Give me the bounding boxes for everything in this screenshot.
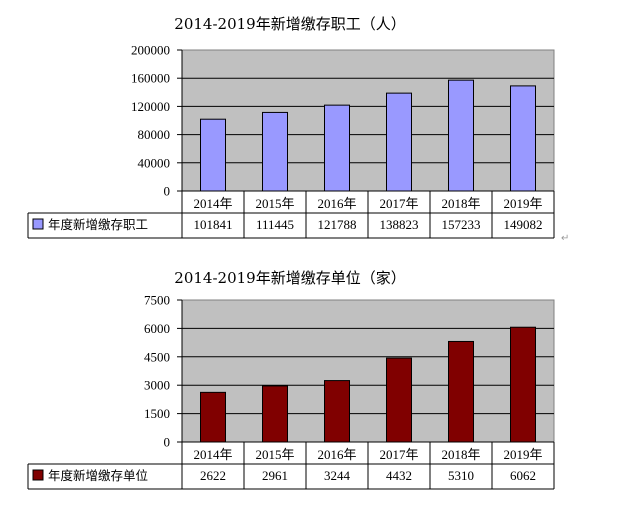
chart-1-y-tick-label: 200000 xyxy=(131,43,170,58)
chart-1-y-tick-label: 40000 xyxy=(138,155,171,170)
chart-1-bar-2014年 xyxy=(200,118,226,192)
chart-2-category-label: 2017年 xyxy=(379,447,418,462)
chart-1-category-label: 2015年 xyxy=(255,196,294,211)
chart-2-bar-2016年 xyxy=(324,380,350,443)
chart-1-y-tick-label: 160000 xyxy=(131,71,170,86)
chart-2-category-label: 2015年 xyxy=(255,447,294,462)
chart-2-title: 2014-2019年新增缴存单位（家） xyxy=(174,269,405,287)
chart-2-data-label: 5310 xyxy=(448,468,474,483)
chart-1-category-label: 2019年 xyxy=(503,196,542,211)
chart-1-data-label: 101841 xyxy=(194,217,233,232)
chart-1-bar-2017年 xyxy=(386,92,412,192)
chart-1-category-label: 2017年 xyxy=(379,196,418,211)
chart-1-data-label: 149082 xyxy=(504,217,543,232)
chart-2-category-label: 2018年 xyxy=(441,447,480,462)
chart-1-data-label: 121788 xyxy=(318,217,357,232)
paragraph-mark: ↵ xyxy=(561,233,569,244)
chart-2-data-label: 4432 xyxy=(386,468,412,483)
chart-1-legend-key xyxy=(32,218,44,230)
chart-1-bar-2018年 xyxy=(448,79,474,192)
chart-2-y-tick-label: 4500 xyxy=(144,349,170,364)
chart-2-data-label: 2622 xyxy=(200,468,226,483)
chart-2-y-tick-label: 6000 xyxy=(144,321,170,336)
chart-2-legend-key xyxy=(32,469,44,481)
chart-2-legend-label: 年度新增缴存单位 xyxy=(48,468,148,483)
chart-1-y-tick-label: 0 xyxy=(164,184,171,199)
chart-2-bar-2019年 xyxy=(510,326,536,443)
chart-1-bar-2015年 xyxy=(262,111,288,192)
chart-2-category-label: 2019年 xyxy=(503,447,542,462)
chart-2-y-tick-label: 7500 xyxy=(144,293,170,308)
chart-1-bar-2019年 xyxy=(510,85,536,192)
chart-1-legend-label: 年度新增缴存职工 xyxy=(48,217,148,232)
chart-2-y-tick-label: 1500 xyxy=(144,406,170,421)
chart-1-category-label: 2018年 xyxy=(441,196,480,211)
chart-1-y-tick-label: 80000 xyxy=(138,127,171,142)
chart-1-bar-2016年 xyxy=(324,104,350,192)
chart-2-bar-2014年 xyxy=(200,391,226,443)
chart-2-category-label: 2014年 xyxy=(193,447,232,462)
chart-2-data-label: 3244 xyxy=(324,468,351,483)
chart-2-bar-2017年 xyxy=(386,357,412,443)
chart-2-y-tick-label: 3000 xyxy=(144,378,170,393)
chart-1-category-label: 2014年 xyxy=(193,196,232,211)
chart-2-data-label: 6062 xyxy=(510,468,536,483)
chart-1-data-label: 157233 xyxy=(442,217,481,232)
chart-2-category-label: 2016年 xyxy=(317,447,356,462)
chart-2-bar-2015年 xyxy=(262,385,288,443)
chart-1-category-label: 2016年 xyxy=(317,196,356,211)
chart-2-bar-2018年 xyxy=(448,340,474,443)
chart-2-plot-area xyxy=(181,299,555,443)
chart-2-y-tick-label: 0 xyxy=(164,435,171,450)
chart-1-data-label: 111445 xyxy=(256,217,294,232)
chart-1-y-tick-label: 120000 xyxy=(131,99,170,114)
chart-2-data-label: 2961 xyxy=(262,468,288,483)
chart-1-plot-area xyxy=(181,49,555,192)
chart-1-title: 2014-2019年新增缴存职工（人） xyxy=(174,15,405,33)
chart-1-data-label: 138823 xyxy=(380,217,419,232)
